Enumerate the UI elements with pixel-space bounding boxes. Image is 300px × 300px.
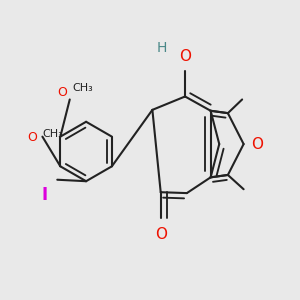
Text: O: O xyxy=(251,136,263,152)
Text: O: O xyxy=(179,49,191,64)
Text: O: O xyxy=(27,131,37,144)
Text: I: I xyxy=(41,186,47,204)
Text: CH₃: CH₃ xyxy=(42,129,63,139)
Text: O: O xyxy=(155,227,167,242)
Text: CH₃: CH₃ xyxy=(72,83,93,93)
Text: H: H xyxy=(157,41,167,55)
Text: O: O xyxy=(57,85,67,98)
